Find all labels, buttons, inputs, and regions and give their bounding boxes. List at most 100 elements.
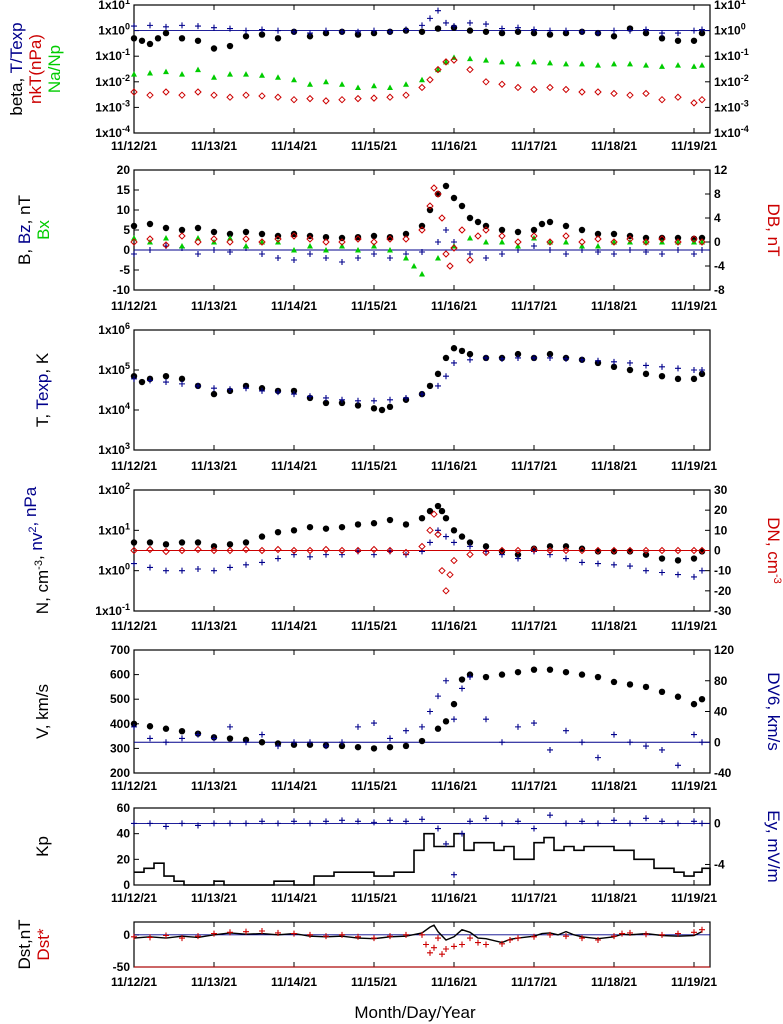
date-label: 11/12/21 bbox=[111, 779, 157, 793]
data-point bbox=[307, 931, 313, 938]
data-point bbox=[163, 932, 169, 939]
data-point bbox=[403, 255, 409, 261]
data-point bbox=[402, 521, 410, 528]
data-point bbox=[451, 871, 457, 878]
data-point bbox=[611, 251, 617, 257]
data-point bbox=[451, 23, 457, 30]
data-point bbox=[179, 567, 185, 574]
data-point bbox=[275, 743, 281, 750]
data-point bbox=[387, 396, 393, 403]
y-tick-label: 10 bbox=[117, 203, 131, 217]
data-point bbox=[499, 551, 505, 558]
series-Texp bbox=[131, 354, 705, 404]
data-point bbox=[435, 255, 441, 261]
date-label: 11/13/21 bbox=[191, 975, 237, 989]
data-point bbox=[699, 62, 705, 68]
series-nkT bbox=[130, 56, 706, 107]
data-point bbox=[323, 743, 329, 750]
date-label: 11/16/21 bbox=[431, 975, 477, 989]
data-point bbox=[162, 29, 170, 37]
data-point bbox=[130, 238, 138, 246]
data-point bbox=[642, 29, 650, 37]
date-label: 11/18/21 bbox=[591, 299, 637, 313]
y-right-tick-label: -40 bbox=[714, 766, 732, 780]
data-point bbox=[371, 82, 377, 89]
series-DV6 bbox=[131, 673, 705, 769]
data-point bbox=[691, 367, 697, 373]
y-right-tick-label: 1x10-1 bbox=[714, 47, 749, 63]
date-label: 11/15/21 bbox=[351, 139, 397, 153]
data-point bbox=[499, 940, 505, 947]
data-point bbox=[243, 243, 249, 249]
data-point bbox=[211, 74, 217, 80]
data-point bbox=[531, 548, 537, 555]
data-point bbox=[627, 563, 633, 570]
data-point bbox=[162, 241, 170, 249]
data-point bbox=[131, 933, 137, 940]
data-point bbox=[338, 238, 346, 246]
data-point bbox=[675, 571, 681, 578]
data-point bbox=[443, 373, 449, 380]
data-point bbox=[211, 247, 217, 253]
data-point bbox=[434, 370, 442, 378]
data-point bbox=[627, 60, 633, 67]
data-point bbox=[146, 40, 154, 48]
data-point bbox=[698, 696, 706, 703]
data-point bbox=[291, 551, 297, 558]
data-point bbox=[131, 71, 137, 77]
data-point bbox=[210, 45, 218, 52]
data-point bbox=[515, 60, 521, 67]
data-point bbox=[275, 389, 281, 396]
data-point bbox=[147, 22, 153, 29]
data-point bbox=[435, 825, 441, 832]
data-point bbox=[563, 555, 569, 562]
data-point bbox=[610, 238, 618, 246]
data-point bbox=[514, 228, 522, 236]
y-right-tick-label: 1x101 bbox=[714, 0, 746, 12]
data-point bbox=[291, 76, 297, 83]
data-point bbox=[146, 545, 154, 554]
data-point bbox=[443, 946, 449, 952]
data-point bbox=[130, 222, 138, 230]
data-point bbox=[386, 93, 394, 101]
data-point bbox=[146, 723, 154, 730]
data-point bbox=[354, 402, 362, 409]
y-right-tick-label: 1x100 bbox=[714, 22, 746, 38]
data-point bbox=[355, 255, 361, 261]
data-point bbox=[211, 930, 217, 937]
data-point bbox=[275, 555, 281, 562]
data-point bbox=[562, 232, 570, 240]
data-point bbox=[562, 222, 570, 230]
data-point bbox=[546, 218, 554, 226]
right-axis-label-velocity: DV6, km/s bbox=[764, 672, 783, 750]
data-point bbox=[258, 230, 266, 238]
data-point bbox=[547, 354, 553, 361]
data-point bbox=[579, 356, 585, 363]
data-point bbox=[438, 214, 446, 222]
y-right-tick-label: 80 bbox=[714, 674, 728, 688]
data-point bbox=[530, 226, 538, 234]
y-tick-label: 300 bbox=[110, 741, 130, 755]
data-point bbox=[594, 235, 602, 243]
data-point bbox=[402, 230, 410, 238]
data-point bbox=[563, 820, 569, 827]
data-point bbox=[643, 743, 649, 750]
data-point bbox=[163, 23, 169, 30]
data-point bbox=[403, 394, 409, 401]
data-point bbox=[418, 737, 426, 745]
data-point bbox=[515, 723, 521, 730]
data-point bbox=[699, 367, 705, 373]
data-point bbox=[307, 739, 313, 746]
y-right-tick-label: -20 bbox=[714, 584, 732, 598]
data-point bbox=[370, 405, 378, 412]
data-point bbox=[338, 95, 346, 104]
data-point bbox=[699, 26, 705, 33]
left-axis-label2-dst: Dst* bbox=[34, 928, 53, 961]
data-point bbox=[459, 830, 465, 837]
y-tick-label: 1x10-1 bbox=[95, 602, 130, 618]
data-point bbox=[147, 735, 153, 742]
y-tick-label: 40 bbox=[117, 827, 131, 841]
data-point bbox=[451, 539, 457, 546]
data-point bbox=[227, 723, 233, 730]
data-point bbox=[194, 224, 202, 232]
